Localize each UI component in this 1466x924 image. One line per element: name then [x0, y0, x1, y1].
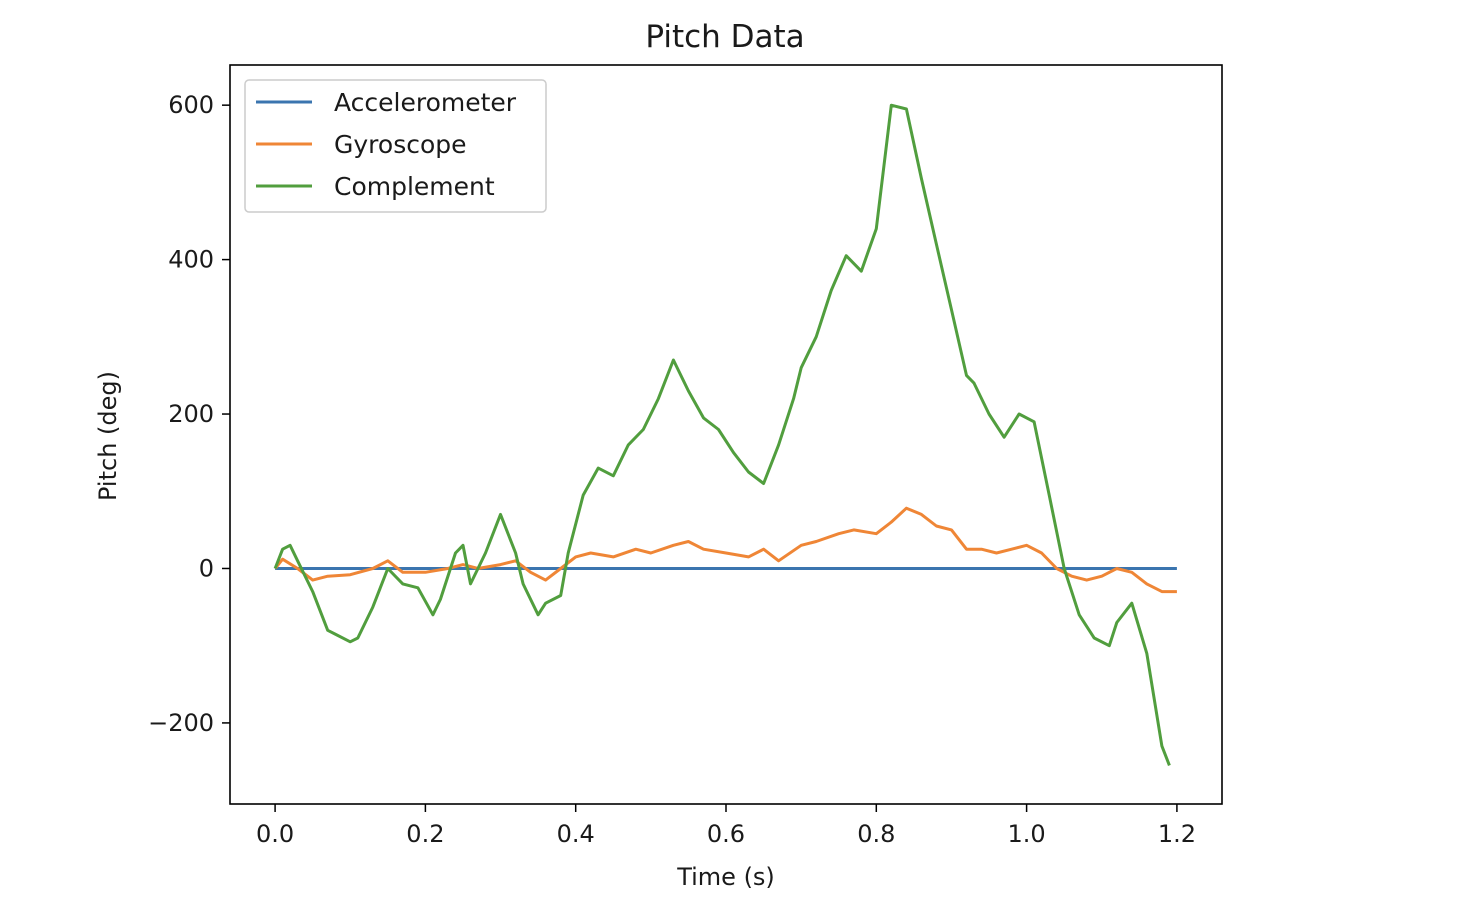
- x-axis-label: Time (s): [676, 863, 775, 891]
- x-tick-label: 0.8: [857, 820, 895, 848]
- legend-label: Accelerometer: [334, 88, 517, 117]
- y-axis: −200 0 200 400 600: [148, 91, 230, 737]
- y-tick-label: 0: [199, 554, 214, 582]
- series-line-gyroscope: [273, 506, 1177, 594]
- x-tick-label: 1.2: [1158, 820, 1196, 848]
- x-tick-label: 0.2: [406, 820, 444, 848]
- y-tick-label: 400: [168, 246, 214, 274]
- y-axis-label: Pitch (deg): [94, 371, 122, 501]
- legend-box: [244, 79, 547, 213]
- x-axis: 0.0 0.2 0.4 0.6 0.8 1.0 1.2: [256, 804, 1196, 848]
- legend-label: Gyroscope: [334, 130, 467, 159]
- x-tick-label: 0.4: [557, 820, 595, 848]
- x-tick-label: 1.0: [1008, 820, 1046, 848]
- legend-label: Complement: [334, 172, 495, 201]
- x-tick-label: 0.6: [707, 820, 745, 848]
- series-line-complement: [273, 103, 1171, 766]
- chart-title: Pitch Data: [645, 19, 804, 55]
- y-tick-label: 200: [168, 400, 214, 428]
- y-tick-label: −200: [148, 709, 214, 737]
- legend: Accelerometer Gyroscope Complement: [244, 79, 547, 213]
- x-tick-label: 0.0: [256, 820, 294, 848]
- y-tick-label: 600: [168, 91, 214, 119]
- plot-lines: [273, 103, 1177, 766]
